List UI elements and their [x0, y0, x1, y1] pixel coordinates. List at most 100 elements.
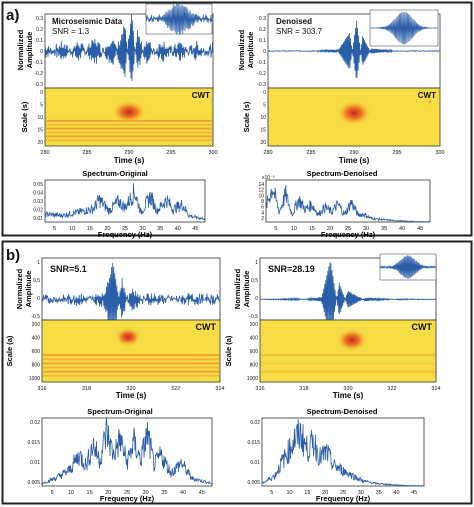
ylabel-line-2: Amplitude [242, 271, 251, 308]
x-tick-label: 320 [343, 386, 352, 392]
y-tick-label: 10 [258, 193, 264, 199]
y-tick-label: 0.03 [33, 199, 43, 205]
x-tick-label: 10 [286, 490, 292, 496]
x-tick-label: 40 [399, 226, 405, 232]
panel-b-label: b) [6, 247, 20, 264]
series-line [44, 183, 206, 221]
chart-title: Microseismic Data [52, 17, 123, 26]
x-tick-label: 25 [340, 490, 346, 496]
x-tick-label: 20 [104, 226, 110, 232]
x-tick-label: 10 [68, 490, 74, 496]
x-tick-label: 5 [51, 490, 54, 496]
x-tick-label: 35 [161, 490, 167, 496]
x-tick-label: 295 [166, 150, 175, 156]
x-tick-label: 45 [199, 490, 205, 496]
chart-a-waveform-denoised: NormalizedAmplitude 0.3 0.2 0.1 0 -0.1 -0.2 -0… [237, 9, 441, 89]
series-line [267, 20, 441, 79]
y-tick-label: -0.5 [31, 314, 40, 320]
cwt-spot [427, 99, 433, 105]
chart-title: Spectrum-Denoised [307, 169, 378, 178]
ylabel-line-2: Amplitude [25, 32, 34, 69]
y-tick-label: 12 [258, 188, 264, 194]
x-tick-label: 35 [376, 490, 382, 496]
y-tick-label: 800 [32, 363, 41, 369]
y-tick-label: 15 [260, 128, 266, 134]
x-tick-label: 30 [140, 226, 146, 232]
y-tick-label: -0.2 [257, 71, 266, 77]
ylabel-line-1: Normalized [16, 29, 25, 70]
x-tick-label: 300 [435, 150, 444, 156]
cwt-band [46, 123, 212, 126]
cwt-band [46, 127, 212, 130]
y-tick-label: 0.5 [251, 278, 258, 284]
cwt-hotspot [111, 100, 147, 124]
y-tick-label: 0.1 [259, 38, 266, 44]
cwt-band [46, 131, 212, 134]
x-tick-label: 45 [192, 226, 198, 232]
y-tick-label: 0.02 [30, 420, 40, 426]
y-tick-label: 4 [261, 210, 264, 216]
snr-annotation: SNR = 303.7 [276, 27, 323, 36]
y-tick-label: -0.2 [34, 71, 43, 77]
x-tick-label: 25 [124, 490, 130, 496]
y-tick-label: 0.3 [36, 16, 43, 22]
cwt-label: CWT [196, 322, 217, 332]
x-tick-label: 295 [392, 150, 401, 156]
cwt-label: CWT [192, 91, 210, 100]
chart-title: Denoised [276, 17, 312, 26]
y-tick-label: 1 [37, 260, 40, 266]
y-tick-label: 20 [37, 140, 43, 146]
xlabel: Frequency (Hz) [100, 494, 155, 503]
cwt-band [43, 366, 219, 369]
xlabel: Time (s) [116, 391, 147, 400]
y-tick-label: -0.3 [34, 82, 43, 88]
y-tick-label: 0 [263, 49, 266, 55]
x-tick-label: 15 [87, 226, 93, 232]
x-tick-label: 290 [349, 150, 358, 156]
y-tick-label: 10 [37, 115, 43, 121]
x-tick-label: 35 [157, 226, 163, 232]
chart-a-waveform-original: NormalizedAmplitude 0.3 0.2 0.1 0 -0.1 -0.2 -0… [16, 2, 214, 89]
y-tick-label: 0.3 [259, 16, 266, 22]
cwt-band [261, 370, 435, 373]
ylabel: NormalizedAmplitude [16, 29, 34, 70]
ylabel: Scale (a) [224, 335, 233, 366]
cwt-band [43, 358, 219, 361]
y-exponent: x10⁻³ [262, 175, 275, 181]
y-tick-label: 600 [32, 349, 41, 355]
y-tick-label: 0 [263, 90, 266, 96]
inset-series-line [379, 255, 437, 279]
y-tick-label: 0.04 [33, 191, 43, 197]
y-tick-label: 5 [263, 103, 266, 109]
x-tick-label: 300 [208, 150, 217, 156]
y-tick-label: 0.02 [33, 208, 43, 214]
ylabel: Scale (s) [242, 101, 251, 132]
series-line [44, 13, 214, 82]
y-tick-label: 0.5 [33, 278, 40, 284]
y-tick-label: -0.5 [249, 314, 258, 320]
y-tick-label: 2 [261, 216, 264, 222]
y-tick-label: 0.2 [259, 27, 266, 33]
y-tick-label: 1000 [29, 376, 40, 382]
y-tick-label: -0.3 [257, 82, 266, 88]
y-tick-label: 0.01 [33, 216, 43, 222]
xlabel: Time (s) [333, 391, 364, 400]
cwt-hotspot [336, 100, 372, 126]
ylabel-line-1: Normalized [237, 29, 246, 70]
panel-a-frame [1, 1, 473, 237]
y-tick-label: 1000 [247, 376, 258, 382]
x-tick-label: 324 [215, 386, 224, 392]
y-tick-label: 0.015 [247, 440, 260, 446]
x-tick-label: 5 [53, 226, 56, 232]
x-tick-label: 320 [126, 386, 135, 392]
chart-b-waveform-denoised: NormalizedAmplitude 1 0.5 0 -0.5 SNR=28.19 [233, 253, 437, 321]
inset-waveform [369, 9, 439, 47]
series-line [261, 418, 425, 487]
cwt-label: CWT [412, 322, 433, 332]
xlabel: Frequency (Hz) [321, 230, 376, 239]
x-tick-label: 316 [255, 386, 264, 392]
x-tick-label: 5 [270, 490, 273, 496]
snr-annotation: SNR=28.19 [268, 264, 315, 274]
